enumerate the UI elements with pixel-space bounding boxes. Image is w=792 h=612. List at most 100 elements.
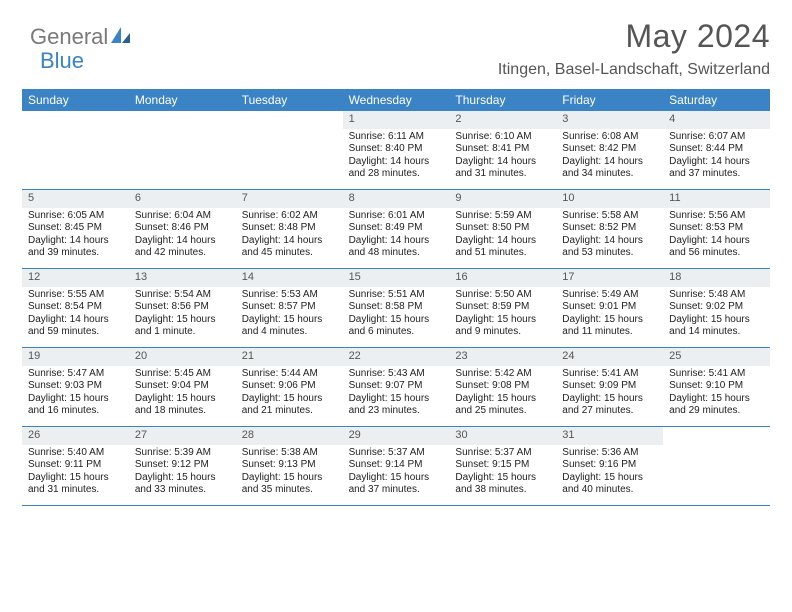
day-detail: Sunrise: 5:38 AMSunset: 9:13 PMDaylight:…	[236, 445, 343, 501]
daylight2-text: and 16 minutes.	[28, 405, 123, 418]
sunset-text: Sunset: 9:10 PM	[669, 380, 764, 393]
daylight2-text: and 25 minutes.	[455, 405, 550, 418]
calendar-cell: 26Sunrise: 5:40 AMSunset: 9:11 PMDayligh…	[22, 427, 129, 505]
calendar-cell: 14Sunrise: 5:53 AMSunset: 8:57 PMDayligh…	[236, 269, 343, 347]
sunset-text: Sunset: 9:13 PM	[242, 459, 337, 472]
day-detail: Sunrise: 6:02 AMSunset: 8:48 PMDaylight:…	[236, 208, 343, 264]
sunrise-text: Sunrise: 6:08 AM	[562, 131, 657, 144]
calendar-cell: 6Sunrise: 6:04 AMSunset: 8:46 PMDaylight…	[129, 190, 236, 268]
sunrise-text: Sunrise: 5:41 AM	[562, 368, 657, 381]
calendar-cell: 18Sunrise: 5:48 AMSunset: 9:02 PMDayligh…	[663, 269, 770, 347]
calendar-cell: 10Sunrise: 5:58 AMSunset: 8:52 PMDayligh…	[556, 190, 663, 268]
daylight2-text: and 53 minutes.	[562, 247, 657, 260]
day-detail: Sunrise: 6:10 AMSunset: 8:41 PMDaylight:…	[449, 129, 556, 185]
daylight1-text: Daylight: 14 hours	[28, 314, 123, 327]
sunrise-text: Sunrise: 5:40 AM	[28, 447, 123, 460]
sunrise-text: Sunrise: 5:51 AM	[349, 289, 444, 302]
day-number: 25	[663, 348, 770, 366]
weekday-wednesday: Wednesday	[343, 89, 450, 111]
daylight2-text: and 9 minutes.	[455, 326, 550, 339]
calendar-cell: 3Sunrise: 6:08 AMSunset: 8:42 PMDaylight…	[556, 111, 663, 189]
daylight2-text: and 37 minutes.	[669, 168, 764, 181]
day-detail: Sunrise: 6:07 AMSunset: 8:44 PMDaylight:…	[663, 129, 770, 185]
day-detail: Sunrise: 5:45 AMSunset: 9:04 PMDaylight:…	[129, 366, 236, 422]
day-number: 2	[449, 111, 556, 129]
sunrise-text: Sunrise: 6:02 AM	[242, 210, 337, 223]
logo: General	[22, 18, 134, 50]
calendar-cell: 15Sunrise: 5:51 AMSunset: 8:58 PMDayligh…	[343, 269, 450, 347]
calendar-cell: 5Sunrise: 6:05 AMSunset: 8:45 PMDaylight…	[22, 190, 129, 268]
daylight1-text: Daylight: 14 hours	[135, 235, 230, 248]
daylight1-text: Daylight: 14 hours	[349, 156, 444, 169]
daylight1-text: Daylight: 15 hours	[349, 472, 444, 485]
sunset-text: Sunset: 8:59 PM	[455, 301, 550, 314]
calendar-cell: 12Sunrise: 5:55 AMSunset: 8:54 PMDayligh…	[22, 269, 129, 347]
day-detail: Sunrise: 5:58 AMSunset: 8:52 PMDaylight:…	[556, 208, 663, 264]
day-number: 11	[663, 190, 770, 208]
daylight1-text: Daylight: 15 hours	[28, 472, 123, 485]
day-detail: Sunrise: 5:53 AMSunset: 8:57 PMDaylight:…	[236, 287, 343, 343]
day-detail: Sunrise: 6:11 AMSunset: 8:40 PMDaylight:…	[343, 129, 450, 185]
day-detail: Sunrise: 5:37 AMSunset: 9:15 PMDaylight:…	[449, 445, 556, 501]
day-number: 6	[129, 190, 236, 208]
day-number: 10	[556, 190, 663, 208]
sunrise-text: Sunrise: 5:48 AM	[669, 289, 764, 302]
calendar-cell: 13Sunrise: 5:54 AMSunset: 8:56 PMDayligh…	[129, 269, 236, 347]
day-detail: Sunrise: 5:42 AMSunset: 9:08 PMDaylight:…	[449, 366, 556, 422]
day-detail: Sunrise: 6:04 AMSunset: 8:46 PMDaylight:…	[129, 208, 236, 264]
daylight2-text: and 33 minutes.	[135, 484, 230, 497]
sunrise-text: Sunrise: 5:56 AM	[669, 210, 764, 223]
day-detail: Sunrise: 5:48 AMSunset: 9:02 PMDaylight:…	[663, 287, 770, 343]
day-detail: Sunrise: 5:56 AMSunset: 8:53 PMDaylight:…	[663, 208, 770, 264]
daylight2-text: and 42 minutes.	[135, 247, 230, 260]
sunrise-text: Sunrise: 5:58 AM	[562, 210, 657, 223]
daylight2-text: and 45 minutes.	[242, 247, 337, 260]
daylight2-text: and 29 minutes.	[669, 405, 764, 418]
day-number: 18	[663, 269, 770, 287]
day-number: 22	[343, 348, 450, 366]
daylight1-text: Daylight: 15 hours	[242, 472, 337, 485]
day-number: 17	[556, 269, 663, 287]
daylight2-text: and 28 minutes.	[349, 168, 444, 181]
week-row: 1Sunrise: 6:11 AMSunset: 8:40 PMDaylight…	[22, 111, 770, 190]
calendar-cell: 24Sunrise: 5:41 AMSunset: 9:09 PMDayligh…	[556, 348, 663, 426]
daylight1-text: Daylight: 14 hours	[562, 235, 657, 248]
sunrise-text: Sunrise: 5:50 AM	[455, 289, 550, 302]
title-block: May 2024 Itingen, Basel-Landschaft, Swit…	[498, 18, 770, 79]
day-detail: Sunrise: 5:59 AMSunset: 8:50 PMDaylight:…	[449, 208, 556, 264]
daylight1-text: Daylight: 15 hours	[455, 314, 550, 327]
daylight1-text: Daylight: 15 hours	[562, 314, 657, 327]
calendar-cell: 2Sunrise: 6:10 AMSunset: 8:41 PMDaylight…	[449, 111, 556, 189]
day-detail: Sunrise: 5:54 AMSunset: 8:56 PMDaylight:…	[129, 287, 236, 343]
sunset-text: Sunset: 8:45 PM	[28, 222, 123, 235]
weekday-monday: Monday	[129, 89, 236, 111]
daylight1-text: Daylight: 15 hours	[562, 393, 657, 406]
day-number: 24	[556, 348, 663, 366]
daylight1-text: Daylight: 14 hours	[455, 156, 550, 169]
weeks-container: 1Sunrise: 6:11 AMSunset: 8:40 PMDaylight…	[22, 111, 770, 506]
sunset-text: Sunset: 9:11 PM	[28, 459, 123, 472]
day-number: 29	[343, 427, 450, 445]
sunrise-text: Sunrise: 5:55 AM	[28, 289, 123, 302]
sunset-text: Sunset: 8:48 PM	[242, 222, 337, 235]
calendar-cell	[22, 111, 129, 189]
week-row: 5Sunrise: 6:05 AMSunset: 8:45 PMDaylight…	[22, 190, 770, 269]
day-detail: Sunrise: 5:41 AMSunset: 9:09 PMDaylight:…	[556, 366, 663, 422]
sunrise-text: Sunrise: 5:45 AM	[135, 368, 230, 381]
logo-text-general: General	[30, 24, 108, 50]
sunrise-text: Sunrise: 5:54 AM	[135, 289, 230, 302]
daylight1-text: Daylight: 15 hours	[242, 314, 337, 327]
sunrise-text: Sunrise: 5:44 AM	[242, 368, 337, 381]
daylight1-text: Daylight: 15 hours	[135, 314, 230, 327]
sunrise-text: Sunrise: 5:41 AM	[669, 368, 764, 381]
daylight2-text: and 35 minutes.	[242, 484, 337, 497]
day-number: 30	[449, 427, 556, 445]
week-row: 19Sunrise: 5:47 AMSunset: 9:03 PMDayligh…	[22, 348, 770, 427]
day-number: 15	[343, 269, 450, 287]
day-detail: Sunrise: 5:49 AMSunset: 9:01 PMDaylight:…	[556, 287, 663, 343]
daylight1-text: Daylight: 15 hours	[669, 393, 764, 406]
daylight2-text: and 56 minutes.	[669, 247, 764, 260]
daylight2-text: and 14 minutes.	[669, 326, 764, 339]
daylight1-text: Daylight: 14 hours	[455, 235, 550, 248]
day-detail: Sunrise: 5:50 AMSunset: 8:59 PMDaylight:…	[449, 287, 556, 343]
